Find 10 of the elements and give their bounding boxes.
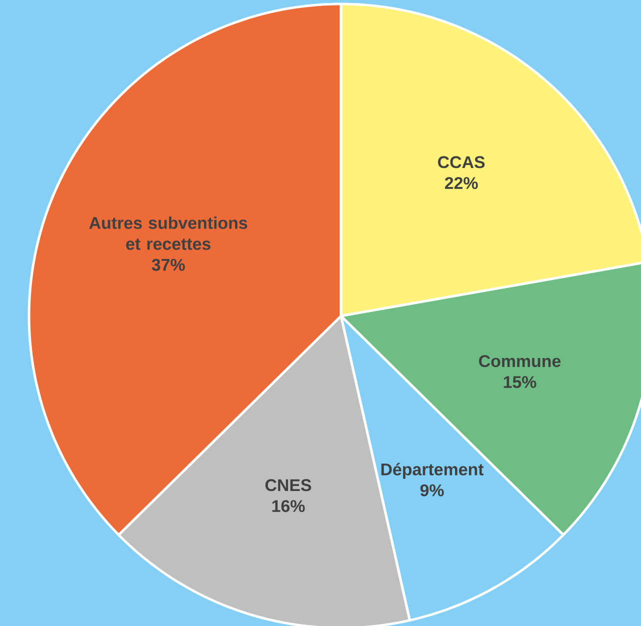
slice-label: Département [381, 462, 484, 479]
data-label: 16% [272, 500, 305, 512]
data-label: 37% [152, 258, 185, 271]
slice-label: Commune [479, 355, 561, 368]
slice-label: Autres subventions et recettes [89, 216, 248, 250]
slice-label: CCAS [438, 156, 485, 168]
data-label: 22% [444, 177, 478, 190]
data-label: 15% [504, 376, 536, 388]
data-label: 9% [420, 484, 444, 496]
slice-label: CNES [265, 479, 312, 492]
